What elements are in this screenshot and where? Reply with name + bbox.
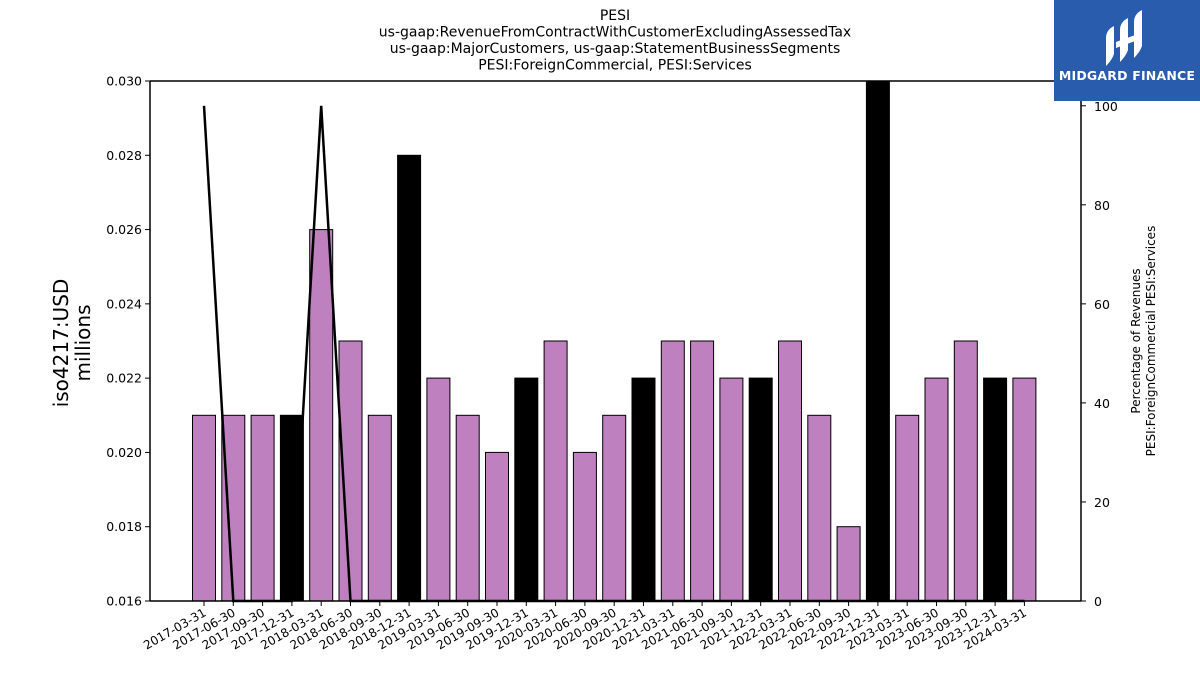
- bar: [660, 340, 685, 602]
- bar: [455, 414, 480, 602]
- y2-tick-label: 60: [1094, 297, 1110, 312]
- bar: [836, 526, 861, 602]
- chart-title-line: us-gaap:MajorCustomers, us-gaap:Statemen…: [390, 41, 841, 57]
- y2-axis-ticks: 0 20 40 60 80 100: [1081, 99, 1118, 609]
- bar: [543, 340, 568, 602]
- chart-title-line: PESI: [600, 8, 630, 24]
- bar: [983, 377, 1008, 602]
- bar: [807, 414, 832, 602]
- bar: [953, 340, 978, 602]
- y-axis-label-line: iso4217:USD: [49, 279, 73, 408]
- bar: [367, 414, 392, 602]
- bar: [690, 340, 715, 602]
- bar: [250, 414, 275, 602]
- chart-title-line: us-gaap:RevenueFromContractWithCustomerE…: [379, 25, 851, 41]
- y2-axis-label-line: PESI:ForeignCommercial PESI:Services: [1144, 226, 1158, 457]
- bar: [1012, 377, 1037, 602]
- logo-text: MIDGARD FINANCE: [1058, 68, 1196, 83]
- y-tick-label: 0.030: [106, 74, 142, 89]
- bar: [572, 451, 597, 602]
- bar: [631, 377, 656, 602]
- y-tick-label: 0.028: [106, 148, 142, 163]
- bar: [602, 414, 627, 602]
- x-axis-ticks: 2017-03-312017-06-302017-09-302017-12-31…: [141, 601, 1029, 652]
- y2-tick-label: 20: [1094, 495, 1110, 510]
- y-tick-label: 0.024: [106, 296, 142, 311]
- y2-tick-label: 100: [1094, 99, 1118, 114]
- bar: [397, 154, 422, 602]
- y-tick-label: 0.018: [106, 519, 142, 534]
- bar: [895, 414, 920, 602]
- bar: [778, 340, 802, 602]
- bar: [192, 414, 216, 602]
- bar: [426, 377, 451, 602]
- y-tick-label: 0.026: [106, 222, 142, 237]
- y-tick-label: 0.022: [106, 371, 142, 386]
- bar: [309, 229, 334, 602]
- chart-title-line: PESI:ForeignCommercial, PESI:Services: [478, 58, 752, 74]
- bar: [865, 80, 890, 602]
- chart-title: PESIus-gaap:RevenueFromContractWithCusto…: [379, 8, 851, 74]
- bar: [924, 377, 949, 602]
- bar: [485, 451, 509, 602]
- y-tick-label: 0.016: [106, 594, 142, 609]
- bar: [748, 377, 773, 602]
- bar: [719, 377, 744, 602]
- y-axis-ticks: 0.016 0.018 0.020 0.022 0.024 0.026 0.028 0.030: [106, 74, 150, 609]
- logo-mark-icon: [1106, 10, 1142, 66]
- bar: [221, 414, 246, 602]
- y2-tick-label: 40: [1094, 396, 1110, 411]
- y2-axis-label: Percentage of Revenues PESI:ForeignCommer…: [1129, 226, 1158, 457]
- y-tick-label: 0.020: [106, 445, 142, 460]
- bar: [514, 377, 539, 602]
- y-axis-label-line: millions: [71, 304, 95, 381]
- y2-axis-label-line: Percentage of Revenues: [1129, 268, 1143, 413]
- brand-logo: MIDGARD FINANCE: [1054, 0, 1200, 101]
- bars: [192, 80, 1037, 602]
- y2-tick-label: 0: [1094, 594, 1102, 609]
- y2-tick-label: 80: [1094, 198, 1110, 213]
- axes: [149, 80, 1082, 602]
- bar: [279, 414, 304, 602]
